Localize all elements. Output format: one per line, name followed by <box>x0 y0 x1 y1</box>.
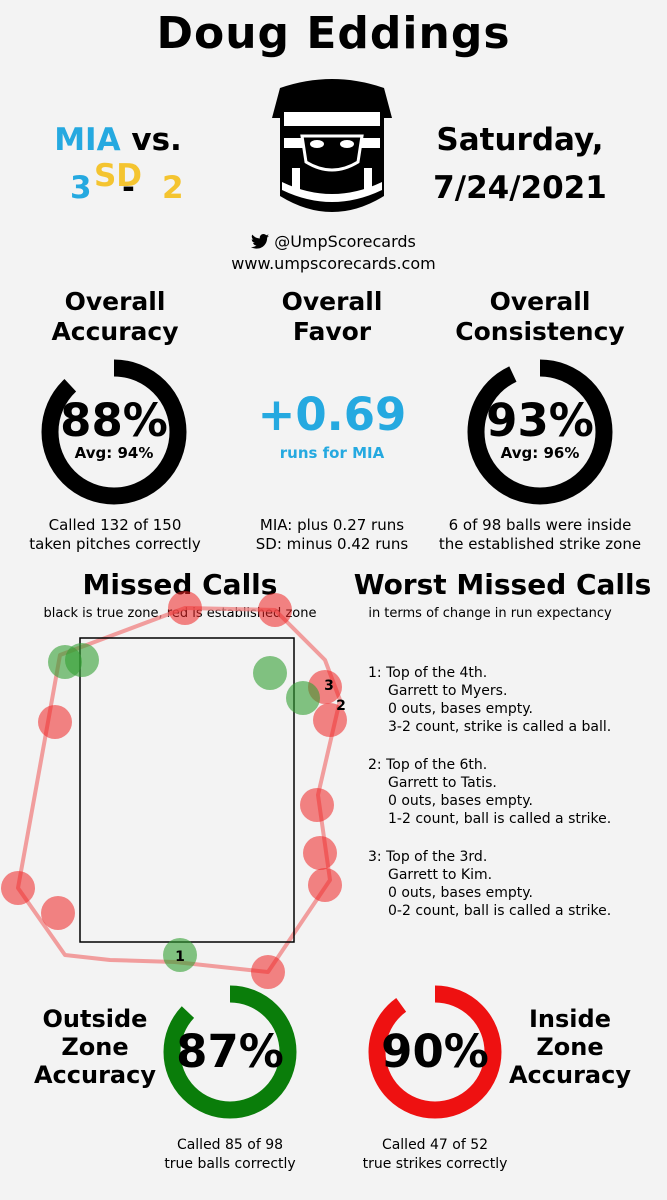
inside-zone-label: Inside Zone Accuracy <box>508 1005 631 1089</box>
favor-value: +0.69 <box>257 388 407 441</box>
accuracy-note: Called 132 of 150 taken pitches correctly <box>29 516 201 553</box>
accuracy-ring <box>41 359 187 505</box>
outside-zone-note: Called 85 of 98 true balls correctly <box>164 1137 296 1172</box>
pitch-marker <box>251 955 285 989</box>
strike-zone-plot: 1 2 3 <box>1 591 347 989</box>
inside-zone-note: Called 47 of 52 true strikes correctly <box>362 1137 508 1172</box>
pitch-label-2: 2 <box>336 698 346 714</box>
accuracy-average: Avg: 94% <box>74 444 154 462</box>
score-dash: - <box>122 170 135 206</box>
pitch-marker <box>1 871 35 905</box>
website-link[interactable]: www.umpscorecards.com <box>231 254 436 273</box>
favor-title: Overall Favor <box>281 287 383 346</box>
accuracy-value: 88% <box>60 394 168 447</box>
umpire-name: Doug Eddings <box>156 8 511 59</box>
pitch-marker <box>38 705 72 739</box>
home-team: SD <box>93 158 143 194</box>
vs-label: vs. <box>131 122 182 158</box>
matchup: MIA vs. SD <box>28 122 208 194</box>
outside-zone-label: Outside Zone Accuracy <box>33 1005 156 1089</box>
away-team: MIA <box>54 122 121 158</box>
pitch-marker <box>41 896 75 930</box>
consistency-title: Overall Consistency <box>455 287 625 346</box>
pitch-label-3: 3 <box>324 678 334 694</box>
away-score: 3 <box>70 170 92 206</box>
accuracy-title: Overall Accuracy <box>51 287 179 346</box>
game-date: 7/24/2021 <box>433 170 607 206</box>
twitter-handle[interactable]: @UmpScorecards <box>200 232 467 251</box>
worst-missed-subtitle: in terms of change in run expectancy <box>368 606 612 621</box>
worst-missed-item-1: 1: Top of the 4th. Garrett to Myers. 0 o… <box>368 665 612 735</box>
inside-zone-ring <box>368 985 502 1119</box>
pitch-marker <box>313 703 347 737</box>
outside-zone-value: 87% <box>176 1025 284 1078</box>
game-day: Saturday, <box>436 122 604 158</box>
pitch-marker <box>65 643 99 677</box>
umpire-mask-icon <box>272 79 392 212</box>
pitch-marker <box>308 868 342 902</box>
strike-called-ball-markers <box>48 643 320 972</box>
outside-zone-ring <box>163 985 297 1119</box>
inside-zone-value: 90% <box>381 1025 489 1078</box>
pitch-marker <box>253 656 287 690</box>
favor-subtitle: runs for MIA <box>279 444 385 462</box>
pitch-marker <box>168 591 202 625</box>
twitter-icon <box>251 234 270 249</box>
consistency-average: Avg: 96% <box>500 444 580 462</box>
favor-note: MIA: plus 0.27 runs SD: minus 0.42 runs <box>255 516 409 553</box>
ball-called-strike-markers <box>1 591 347 989</box>
worst-missed-title: Worst Missed Calls <box>353 568 652 601</box>
pitch-marker <box>303 836 337 870</box>
consistency-value: 93% <box>486 394 594 447</box>
pitch-label-1: 1 <box>175 949 185 965</box>
worst-missed-item-2: 2: Top of the 6th. Garrett to Tatis. 0 o… <box>368 757 612 827</box>
consistency-note: 6 of 98 balls were inside the established… <box>438 516 642 553</box>
pitch-marker <box>258 593 292 627</box>
pitch-marker <box>286 681 320 715</box>
consistency-ring <box>467 359 613 505</box>
home-score: 2 <box>162 170 184 206</box>
pitch-marker <box>300 788 334 822</box>
pitch-marker <box>163 938 197 972</box>
worst-missed-item-3: 3: Top of the 3rd. Garrett to Kim. 0 out… <box>368 849 612 919</box>
